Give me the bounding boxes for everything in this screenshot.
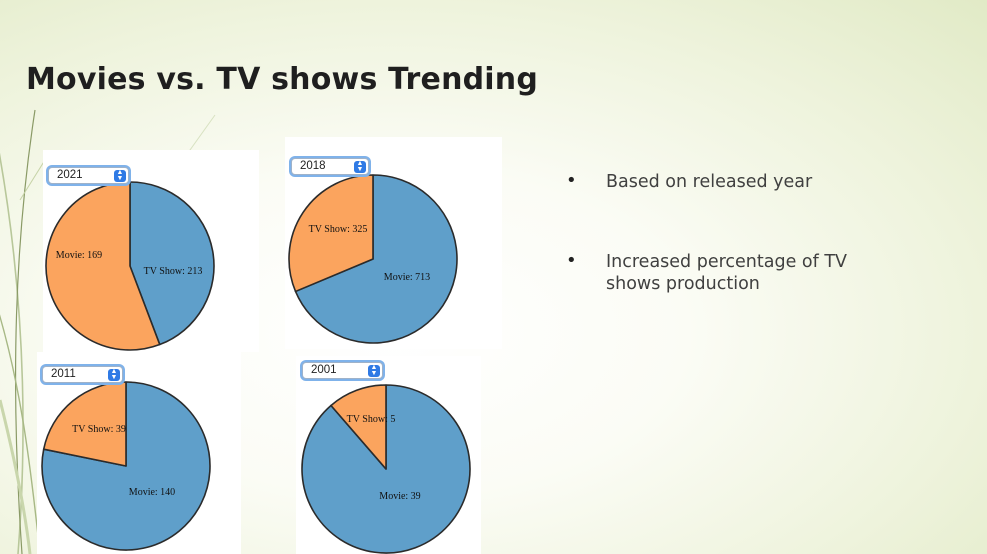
year-select-2018[interactable]: 2018 ▲ ▼ <box>291 158 369 175</box>
bullet-list: • Based on released year • Increased per… <box>560 170 906 295</box>
pie-slice-movie <box>294 174 458 344</box>
pie-chart-2021: Movie: 169 TV Show: 213 <box>45 181 215 351</box>
pie-label-movie: Movie: 39 <box>379 491 420 502</box>
year-select-2021[interactable]: 2021 ▲ ▼ <box>48 167 129 184</box>
pie-chart-2001: Movie: 39 TV Show: 5 <box>301 384 471 554</box>
up-down-chevron-icon: ▲ ▼ <box>368 364 380 377</box>
pie-slice-tv-show <box>330 384 387 470</box>
bullet-item: • Based on released year <box>560 170 906 193</box>
pie-label-movie: Movie: 713 <box>384 272 430 283</box>
year-select-value: 2018 <box>300 160 326 172</box>
up-down-chevron-icon: ▲ ▼ <box>354 160 366 173</box>
pie-label-movie: Movie: 169 <box>56 250 102 261</box>
year-select-2001[interactable]: 2001 ▲ ▼ <box>302 362 383 379</box>
pie-panel-2001: Movie: 39 TV Show: 5 2001 ▲ ▼ <box>296 356 481 554</box>
pie-panel-2021: Movie: 169 TV Show: 213 2021 ▲ ▼ <box>43 150 259 352</box>
up-down-chevron-icon: ▲ ▼ <box>114 169 126 182</box>
pie-label-tv-show: TV Show: 325 <box>309 224 368 235</box>
pie-slice-tv-show <box>45 181 161 351</box>
pie-slice-tv-show <box>288 174 374 293</box>
pie-slice-movie <box>41 381 211 551</box>
bullet-text: Increased percentage of TV shows product… <box>606 252 848 294</box>
year-select-value: 2021 <box>57 169 83 181</box>
year-select-value: 2011 <box>51 368 76 380</box>
pie-panel-2011: Movie: 140 TV Show: 39 2011 ▲ ▼ <box>37 352 241 554</box>
bullet-item: • Increased percentage of TV shows produ… <box>560 250 906 295</box>
year-select-2011[interactable]: 2011 ▲ ▼ <box>42 366 123 383</box>
pie-label-tv-show: TV Show: 213 <box>144 266 203 277</box>
pie-chart-2018: Movie: 713 TV Show: 325 <box>288 174 458 344</box>
bullet-text: Based on released year <box>606 172 813 192</box>
bullet-dot-icon: • <box>566 170 577 191</box>
slide-title: Movies vs. TV shows Trending <box>26 62 539 97</box>
pie-label-tv-show: TV Show: 39 <box>72 424 126 435</box>
year-select-value: 2001 <box>311 364 337 376</box>
pie-slice-movie <box>129 181 215 346</box>
pie-panel-2018: Movie: 713 TV Show: 325 2018 ▲ ▼ <box>285 137 502 349</box>
pie-label-movie: Movie: 140 <box>129 487 175 498</box>
bullet-dot-icon: • <box>566 250 577 271</box>
up-down-chevron-icon: ▲ ▼ <box>108 368 120 381</box>
pie-label-tv-show: TV Show: 5 <box>347 414 396 425</box>
